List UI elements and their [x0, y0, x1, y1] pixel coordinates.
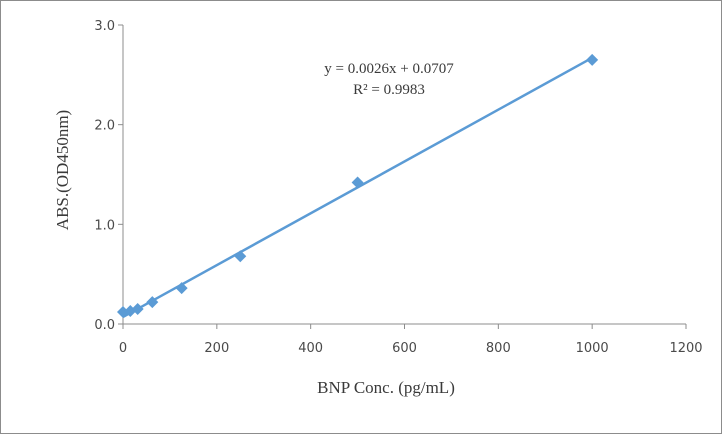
data-point-diamond	[586, 53, 599, 66]
x-tick-label: 0	[119, 341, 127, 356]
x-tick-label: 800	[486, 341, 511, 356]
x-tick-label: 200	[204, 341, 229, 356]
x-axis-title: BNP Conc. (pg/mL)	[317, 378, 455, 397]
data-point-diamond	[131, 303, 144, 316]
data-point-diamond	[117, 306, 129, 319]
ticks: 0.0 1.0 2.0 3.0 0 200 400 600 800 1000 1200	[94, 19, 702, 356]
data-points	[117, 53, 599, 319]
equation-annotation: y = 0.0026x + 0.0707	[324, 61, 454, 77]
data-point-diamond	[234, 250, 247, 263]
y-axis-title: ABS.(OD450nm)	[53, 110, 72, 230]
x-tick-label: 1000	[576, 341, 609, 356]
data-point-diamond	[175, 282, 188, 295]
x-tick-label: 1200	[669, 341, 702, 356]
data-point-diamond	[351, 176, 364, 189]
y-tick-label: 1.0	[94, 218, 115, 233]
data-point-diamond	[146, 296, 159, 309]
y-tick-label: 3.0	[94, 19, 115, 34]
x-tick-label: 600	[392, 341, 417, 356]
r-squared-annotation: R² = 0.9983	[353, 82, 425, 98]
y-tick-label: 0.0	[94, 318, 115, 333]
x-tick-label: 400	[298, 341, 323, 356]
y-tick-label: 2.0	[94, 119, 115, 134]
